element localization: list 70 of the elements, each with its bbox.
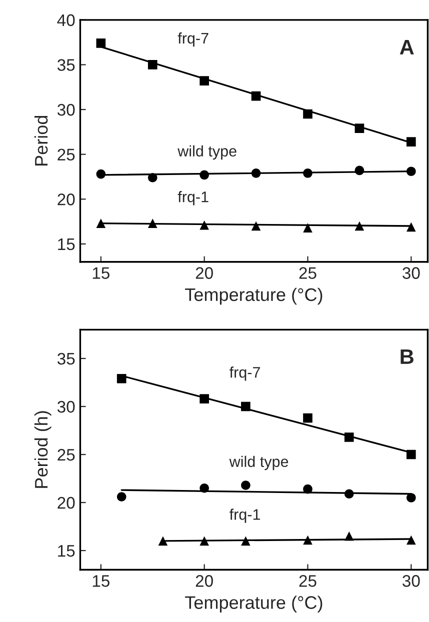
y-axis-title: Period (h) xyxy=(34,411,52,488)
annotation: B xyxy=(400,350,414,364)
point xyxy=(241,480,250,490)
point xyxy=(303,223,312,232)
point xyxy=(344,531,354,541)
y-tick-label: 25 xyxy=(58,148,75,161)
x-tick-label: 20 xyxy=(196,267,213,279)
point xyxy=(406,166,416,176)
point xyxy=(344,432,354,442)
point xyxy=(251,168,261,178)
y-tick-label: 20 xyxy=(58,496,75,509)
point xyxy=(96,169,106,179)
point xyxy=(241,402,250,412)
point xyxy=(200,536,209,546)
annotation: A xyxy=(400,40,414,54)
y-tick-label: 40 xyxy=(57,14,75,26)
x-axis-title: Temperature (°C) xyxy=(185,596,322,613)
point xyxy=(116,492,126,502)
point xyxy=(303,168,312,178)
point xyxy=(96,218,106,228)
x-axis-title: Temperature (°C) xyxy=(185,288,322,305)
point xyxy=(406,493,416,502)
point xyxy=(303,535,312,545)
x-tick-label: 25 xyxy=(299,575,316,587)
point xyxy=(200,170,209,180)
point xyxy=(116,374,126,384)
point xyxy=(406,222,416,232)
point xyxy=(406,535,416,545)
x-tick-label: 30 xyxy=(402,575,420,587)
y-tick-label: 35 xyxy=(57,352,75,365)
x-tick-label: 15 xyxy=(92,575,110,587)
point xyxy=(344,489,354,499)
series-label: frq-7 xyxy=(230,366,260,381)
point xyxy=(303,109,312,119)
y-tick-label: 35 xyxy=(57,59,75,71)
point xyxy=(200,76,209,86)
y-tick-label: 15 xyxy=(58,545,75,557)
point xyxy=(200,483,209,493)
series-label: wild type xyxy=(178,145,236,160)
x-tick-label: 30 xyxy=(402,267,420,279)
point xyxy=(303,484,312,494)
point xyxy=(354,221,364,231)
series-label: frq-1 xyxy=(230,508,260,523)
x-tick-label: 20 xyxy=(196,575,213,587)
point xyxy=(148,172,158,182)
point xyxy=(354,124,364,133)
point xyxy=(241,536,250,546)
point xyxy=(96,38,106,48)
point xyxy=(158,536,168,546)
y-axis-title: Period xyxy=(34,116,48,166)
point xyxy=(406,137,416,146)
point xyxy=(200,220,209,230)
x-tick-label: 15 xyxy=(92,267,110,279)
point xyxy=(406,450,416,460)
point xyxy=(303,413,312,423)
series-label: frq-1 xyxy=(178,191,208,206)
point xyxy=(251,221,261,231)
y-tick-label: 20 xyxy=(58,194,75,206)
point xyxy=(148,218,158,228)
y-tick-label: 25 xyxy=(58,448,75,461)
point xyxy=(200,394,209,404)
series-label: frq-7 xyxy=(178,32,208,47)
series-label: wild type xyxy=(229,456,288,470)
point xyxy=(148,60,158,70)
point xyxy=(251,91,261,101)
y-tick-label: 15 xyxy=(58,238,75,250)
point xyxy=(354,166,364,176)
y-tick-label: 30 xyxy=(57,400,75,413)
y-tick-label: 30 xyxy=(57,104,75,116)
x-tick-label: 25 xyxy=(299,267,316,279)
